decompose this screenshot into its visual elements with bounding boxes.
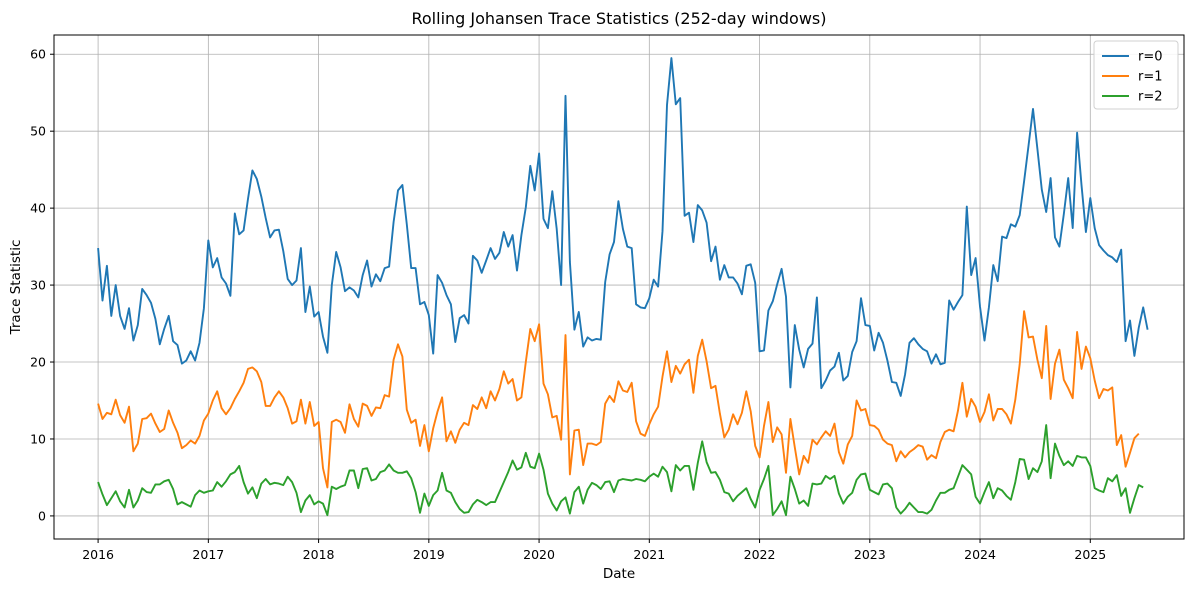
y-tick-label: 20: [30, 355, 46, 370]
x-tick-label: 2017: [192, 547, 224, 562]
grid-layer: [54, 35, 1184, 539]
x-tick-label: 2022: [744, 547, 776, 562]
x-tick-label: 2019: [413, 547, 445, 562]
series-layer: [97, 57, 1149, 517]
x-tick-label: 2018: [303, 547, 335, 562]
series-line-r-1: [97, 310, 1140, 489]
y-tick-label: 40: [30, 201, 46, 216]
x-tick-label: 2025: [1074, 547, 1106, 562]
y-tick-label: 50: [30, 124, 46, 139]
y-tick-label: 10: [30, 431, 46, 446]
legend-frame: [1093, 40, 1179, 110]
y-tick-label: 30: [30, 278, 46, 293]
x-tick-label: 2016: [82, 547, 114, 562]
tick-layer: 2016 2017 2018 2019 2020 2021 2022 2023 2024 2025…: [30, 47, 1106, 562]
series-line-r-2: [97, 424, 1144, 517]
plot-frame: [53, 34, 1185, 540]
y-tick-label: 60: [30, 47, 46, 62]
x-tick-label: 2020: [523, 547, 555, 562]
series-line-r-0: [97, 57, 1149, 397]
x-tick-label: 2024: [964, 547, 996, 562]
chart-title: Rolling Johansen Trace Statistics (252-d…: [411, 9, 826, 28]
x-tick-label: 2023: [854, 547, 886, 562]
legend-label: r=2: [1138, 90, 1163, 105]
x-axis-label: Date: [603, 566, 635, 582]
x-tick-label: 2021: [633, 547, 665, 562]
y-axis-label: Trace Statistic: [8, 240, 24, 336]
y-tick-label: 0: [38, 508, 46, 523]
legend-label: r=1: [1138, 70, 1163, 85]
legend-label: r=0: [1138, 50, 1163, 65]
legend: r=0 r=1 r=2: [1093, 40, 1179, 110]
